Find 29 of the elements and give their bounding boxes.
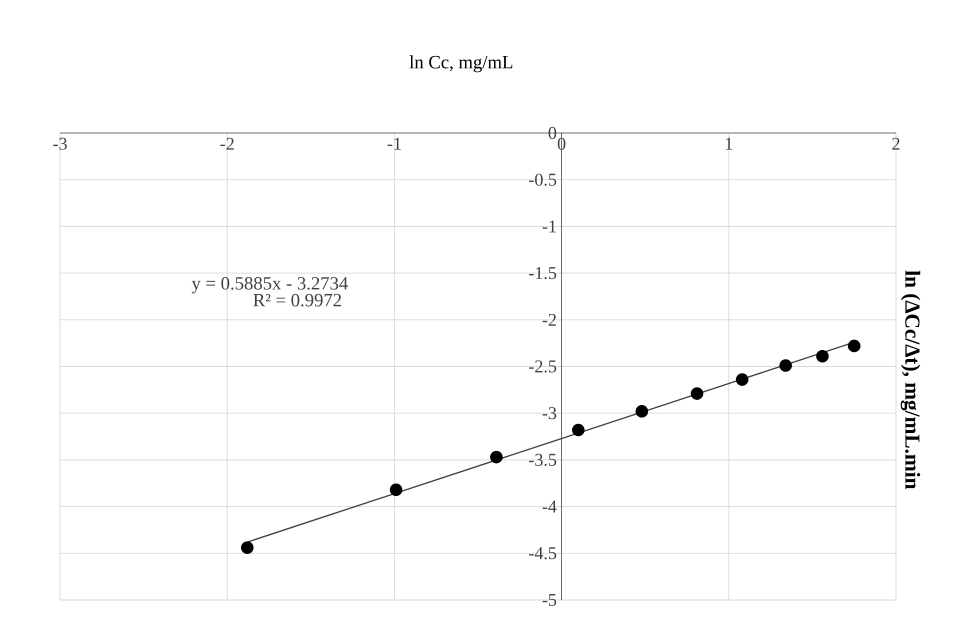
y-tick-label: -5 — [542, 594, 556, 606]
annotation: R² = 0.9972 — [253, 294, 342, 307]
point — [848, 340, 860, 352]
x-tick-label: -1 — [388, 138, 401, 150]
x-tick-label: 1 — [726, 138, 732, 150]
y-axis-title: ln (∆Cc/∆t), mg/mL.min — [900, 270, 920, 490]
annotation: y = 0.5885x - 3.2734 — [192, 277, 348, 294]
point — [779, 359, 792, 372]
y-tick-label: -0.5 — [529, 174, 556, 186]
point — [736, 373, 748, 386]
y-tick-label: -2 — [542, 314, 556, 326]
y-tick-label: -2.5 — [529, 360, 556, 373]
y-tick-label: -4.5 — [529, 547, 556, 560]
x-axis-title: ln Cc, mg/mL — [410, 55, 512, 72]
y-tick-label: -4 — [542, 500, 557, 513]
point — [690, 387, 704, 400]
x-tick-label: 2 — [892, 138, 900, 150]
point — [636, 405, 648, 418]
y-tick-label: -1.5 — [529, 267, 556, 280]
point — [490, 450, 503, 464]
y-tick-label: -1 — [542, 220, 556, 232]
point — [816, 350, 829, 362]
x-tick-label: -2 — [220, 138, 234, 150]
point — [390, 484, 402, 496]
point — [241, 541, 254, 554]
y-tick-label: -3.5 — [529, 454, 556, 466]
point — [572, 424, 585, 436]
y-tick-label: -3 — [542, 407, 556, 420]
x-tick-label: -3 — [53, 138, 67, 150]
